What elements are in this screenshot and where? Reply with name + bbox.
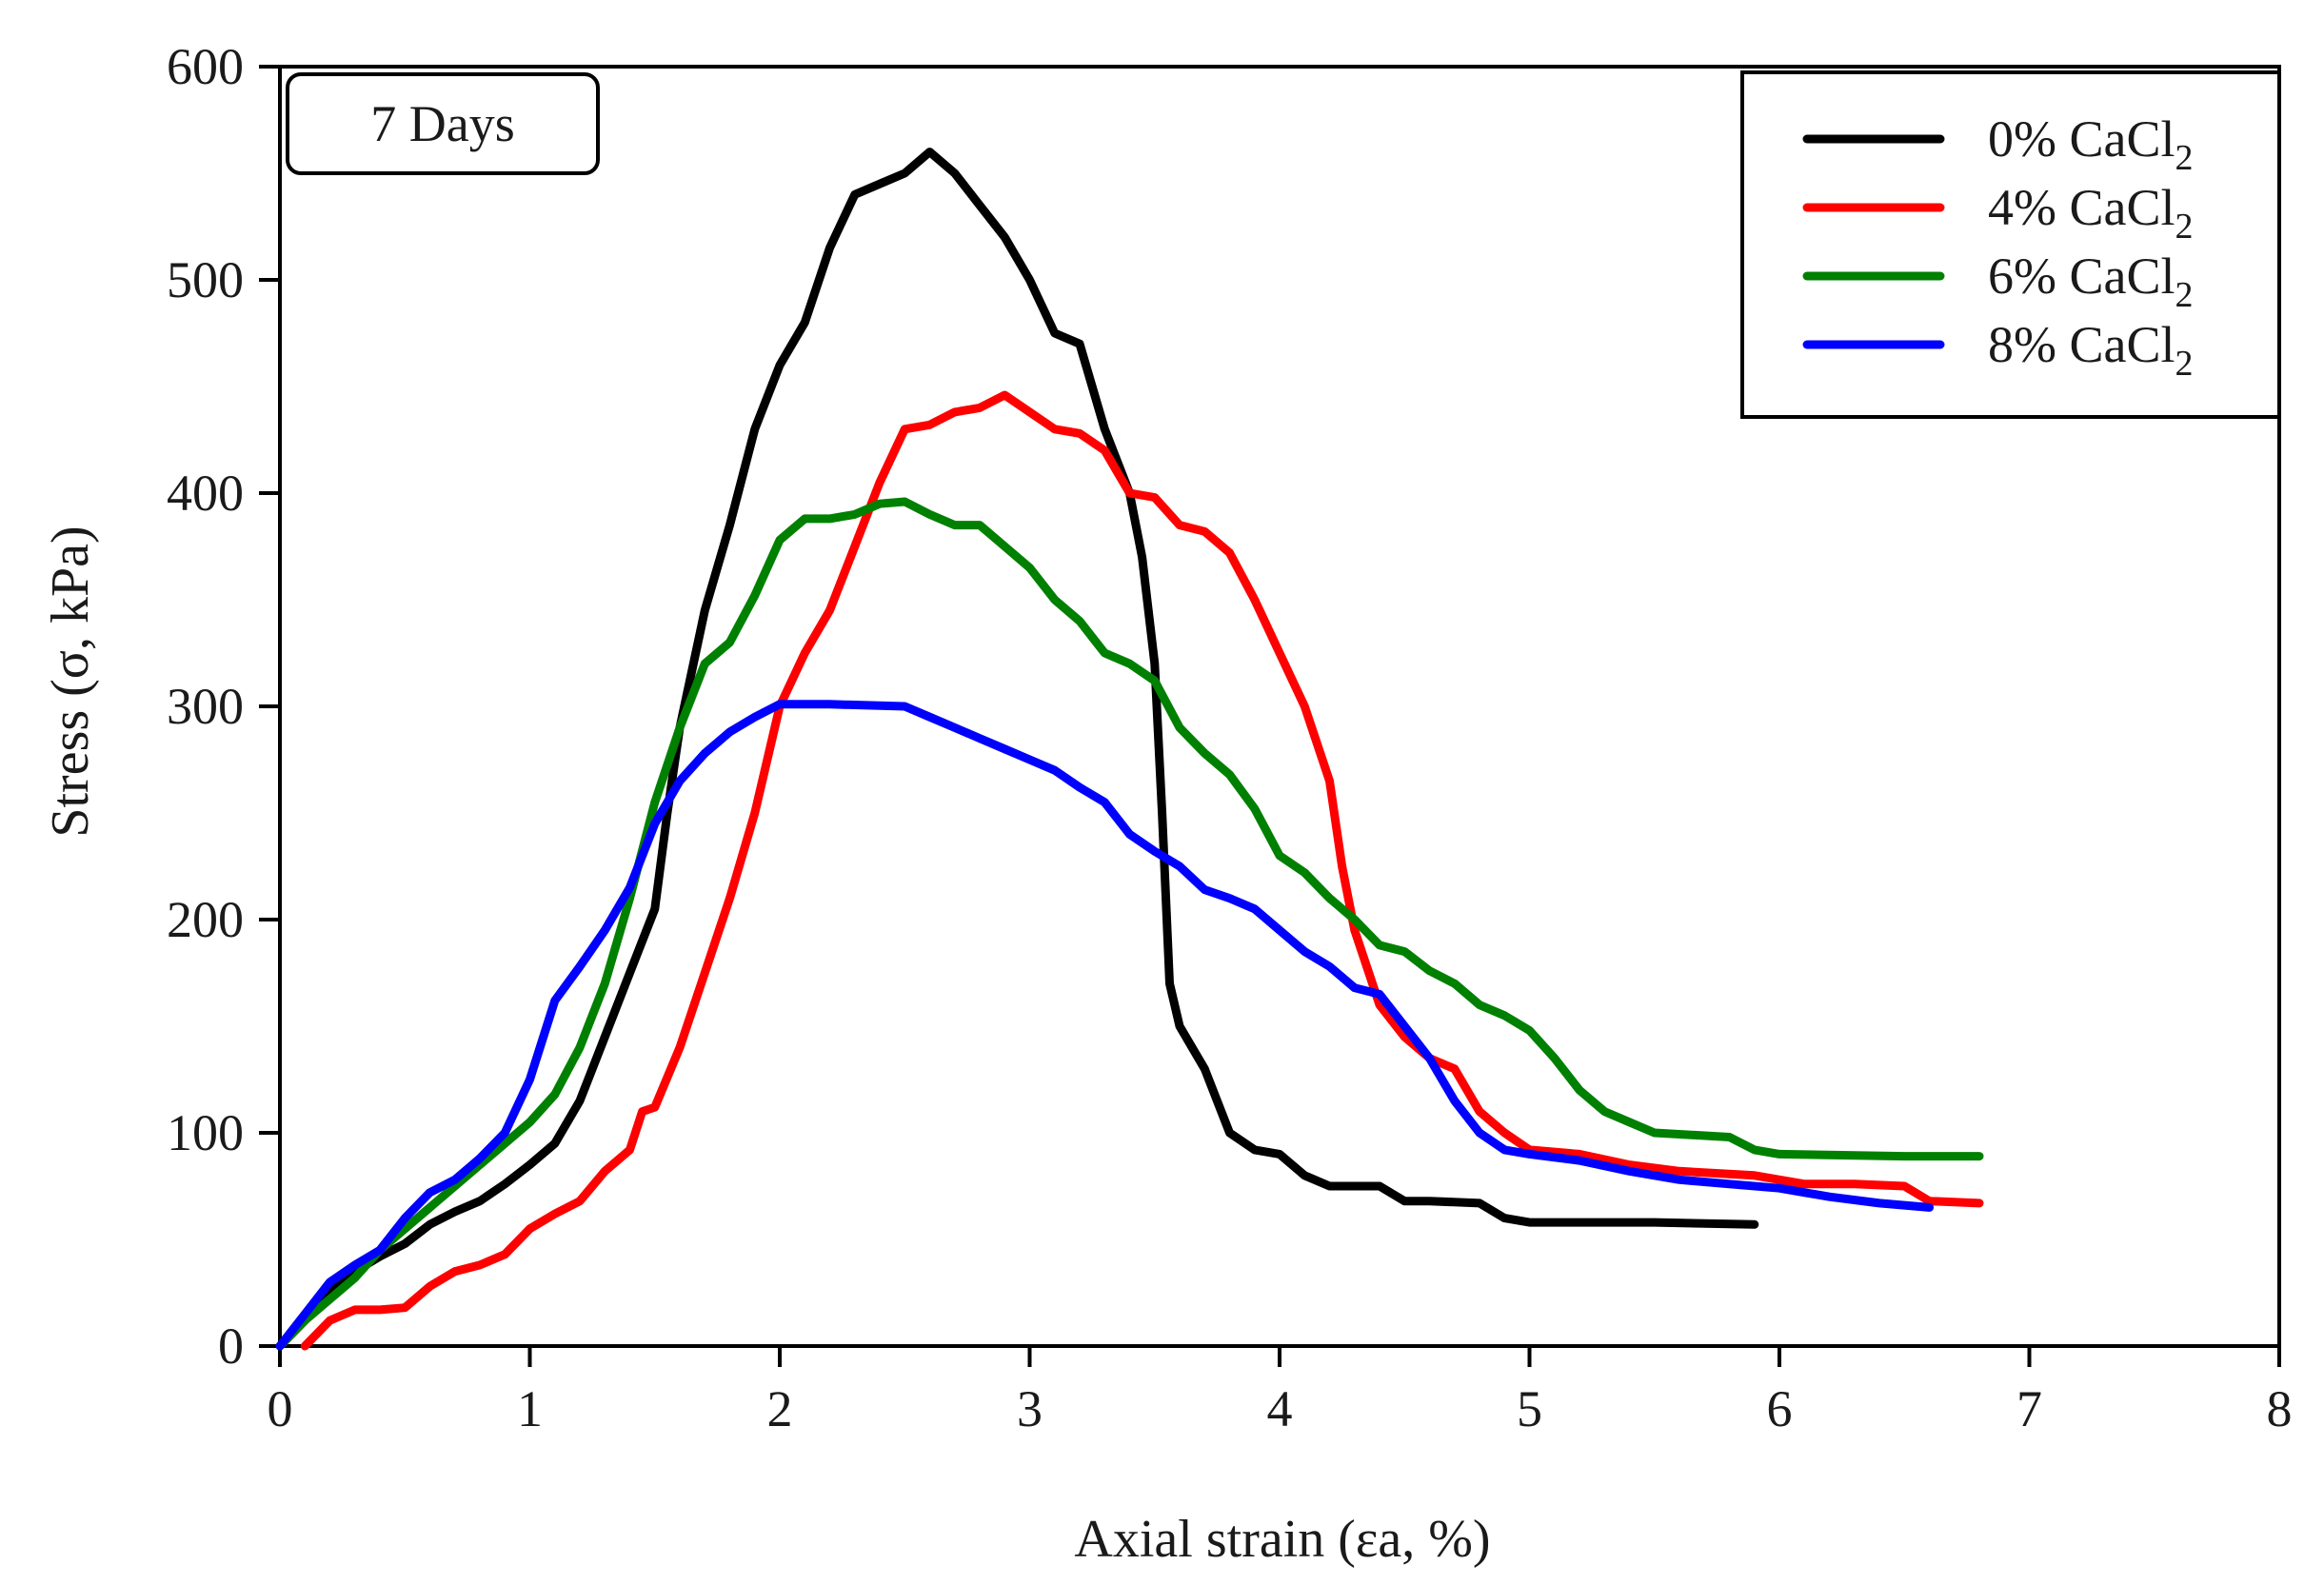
y-tick-label: 600: [167, 38, 244, 95]
x-axis-label: Axial strain (εa, %): [1074, 1510, 1490, 1569]
y-tick-label: 300: [167, 678, 244, 735]
y-tick-label: 400: [167, 465, 244, 522]
y-tick-label: 500: [167, 251, 244, 308]
x-tick-label: 2: [767, 1380, 793, 1437]
annotation-box: [286, 72, 600, 175]
x-tick-label: 6: [1767, 1380, 1793, 1437]
x-tick-label: 8: [2267, 1380, 2293, 1437]
x-tick-label: 7: [2016, 1380, 2042, 1437]
y-tick-label: 0: [218, 1318, 244, 1375]
series-line-8-cacl2: [275, 700, 1934, 1351]
y-tick-label: 200: [167, 891, 244, 948]
x-tick-label: 3: [1017, 1380, 1043, 1437]
annotation-label: 7 Days: [370, 95, 514, 152]
x-tick-label: 0: [268, 1380, 293, 1437]
legend-label: 4% CaCl2: [1988, 179, 2194, 247]
x-tick-label: 5: [1517, 1380, 1542, 1437]
series-line-0-cacl2: [275, 148, 1759, 1351]
x-tick-label: 4: [1267, 1380, 1293, 1437]
y-axis-label: Stress (σ, kPa): [41, 525, 100, 837]
x-tick-label: 1: [517, 1380, 543, 1437]
legend-label: 0% CaCl2: [1988, 110, 2194, 178]
legend-label: 6% CaCl2: [1988, 248, 2194, 315]
legend-label: 8% CaCl2: [1988, 316, 2194, 384]
y-tick-label: 100: [167, 1104, 244, 1161]
series-line-4-cacl2: [300, 390, 1984, 1351]
legend-box: [1740, 70, 2281, 419]
series-line-6-cacl2: [275, 497, 1984, 1351]
